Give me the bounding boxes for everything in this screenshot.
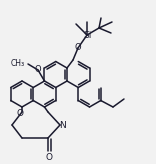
Text: N: N [60, 121, 66, 130]
Text: O: O [75, 43, 81, 52]
Text: O: O [17, 109, 24, 117]
Text: O: O [35, 65, 41, 74]
Text: Si: Si [84, 31, 92, 40]
Text: CH₃: CH₃ [11, 59, 25, 68]
Text: O: O [46, 154, 53, 163]
